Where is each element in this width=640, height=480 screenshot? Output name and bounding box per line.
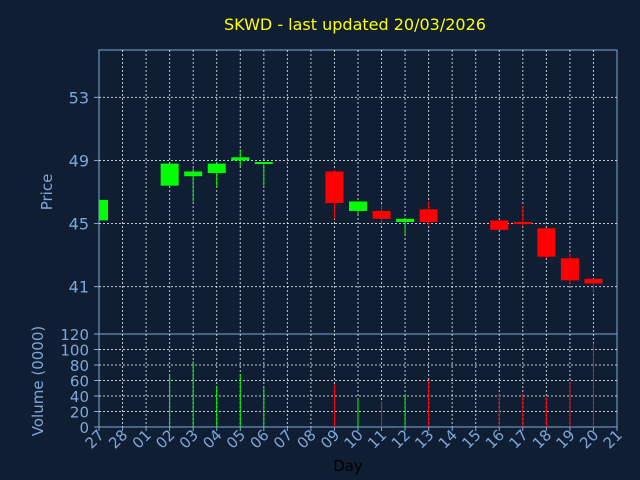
volume-tick-label: 0 (79, 419, 89, 437)
candle-body (490, 220, 509, 230)
volume-tick-label: 80 (70, 357, 89, 375)
x-tick-label: 17 (505, 426, 531, 452)
price-tick-label: 53 (69, 88, 89, 107)
volume-axis-label: Volume (0000) (29, 326, 47, 436)
candle-body (160, 163, 179, 186)
volume-tick-label: 40 (70, 388, 89, 406)
x-tick-label: 09 (317, 426, 343, 452)
candle-body (372, 210, 391, 219)
x-tick-label: 08 (294, 426, 320, 452)
x-tick-label: 05 (223, 426, 249, 452)
x-tick-label: 12 (388, 426, 414, 452)
candle-body (513, 221, 532, 224)
candle-body (560, 258, 579, 281)
price-tick-label: 41 (69, 278, 89, 297)
candle-body (584, 278, 603, 284)
price-panel: 41 45 49 53 (69, 49, 618, 335)
volume-tick-label: 20 (70, 404, 89, 422)
candle-body (325, 171, 344, 204)
x-tick-label: 03 (176, 426, 202, 452)
x-tick-label: 01 (129, 426, 155, 452)
x-tick-label: 16 (482, 426, 508, 452)
price-tick-label: 49 (69, 151, 89, 170)
candle-body (231, 157, 250, 161)
candle-body (184, 171, 203, 177)
volume-tick-label: 120 (60, 326, 89, 344)
chart-title: SKWD - last updated 20/03/2026 (224, 15, 486, 34)
x-tick-label: 28 (105, 426, 131, 452)
x-axis-label: Day (333, 457, 363, 475)
x-tick-label: 11 (364, 426, 390, 452)
volume-tick-label: 60 (70, 373, 89, 391)
candle-body (419, 209, 438, 222)
candle-body (99, 199, 108, 221)
candle-body (537, 228, 556, 257)
x-tick-label: 18 (529, 426, 555, 452)
x-tick-label: 21 (600, 426, 626, 452)
x-axis-ticks: 2728010203040506070809101112131415161718… (82, 426, 626, 452)
x-tick-label: 02 (152, 426, 178, 452)
x-tick-label: 14 (435, 426, 461, 452)
x-tick-label: 13 (411, 426, 437, 452)
x-tick-label: 15 (458, 426, 484, 452)
x-tick-label: 10 (341, 426, 367, 452)
candle-body (396, 218, 415, 222)
x-tick-label: 07 (270, 426, 296, 452)
candle-body (254, 162, 273, 165)
x-tick-label: 19 (553, 426, 579, 452)
price-tick-label: 45 (69, 215, 89, 234)
price-axis-label: Price (38, 174, 56, 211)
volume-tick-label: 100 (60, 342, 89, 360)
x-tick-label: 20 (576, 426, 602, 452)
candle-body (349, 201, 367, 211)
x-tick-label: 04 (199, 426, 225, 452)
candle-body (207, 163, 226, 174)
x-tick-label: 06 (246, 426, 272, 452)
